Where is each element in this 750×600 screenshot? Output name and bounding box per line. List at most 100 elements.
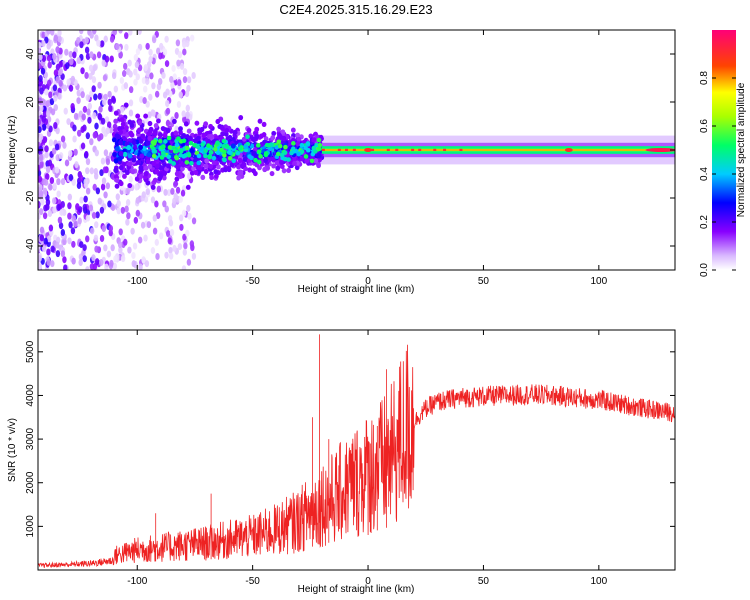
spectrogram-cell: [123, 82, 129, 90]
spectrogram-cell: [286, 167, 292, 174]
spectrogram-cell: [117, 241, 123, 249]
spectrogram-cell: [84, 71, 89, 79]
spectrogram-cell: [184, 145, 190, 151]
spectrogram-cell: [165, 230, 171, 238]
spectrogram-cell: [85, 94, 91, 102]
spectrogram-cell: [143, 64, 149, 72]
spectrogram-cell: [80, 67, 85, 75]
spectrogram-cell: [85, 266, 90, 270]
spectrogram-cell: [147, 135, 153, 141]
spectrogram-cell: [39, 87, 44, 95]
spectrogram-cell: [245, 134, 250, 140]
spectrogram-cell: [316, 152, 322, 159]
spectrogram-cell: [181, 138, 187, 144]
x-tick-label: -100: [127, 276, 147, 287]
spectrogram-cell: [164, 35, 169, 43]
spectrogram-cell: [164, 251, 169, 259]
spectrogram-cell: [51, 197, 57, 205]
spectrogram-cell: [87, 102, 93, 110]
spectrogram-cell: [203, 148, 208, 154]
spectrogram-cell: [131, 260, 136, 268]
spectrogram-cell: [92, 64, 98, 72]
spectrogram-cell: [145, 100, 150, 108]
spectrogram-cell: [181, 265, 187, 270]
spectrogram-cell: [49, 176, 55, 184]
spectrogram-cell: [158, 232, 164, 240]
spectrogram-cell: [120, 255, 126, 263]
spectrogram-cell: [46, 235, 52, 243]
spectrogram-cell: [183, 242, 188, 250]
y-tick-label: 1000: [25, 515, 36, 538]
spectrogram-cell: [94, 149, 99, 157]
spectrogram-cell: [43, 204, 48, 212]
spectrogram-cell: [191, 71, 196, 79]
spectrogram-cell: [208, 163, 214, 170]
spectrogram-cell: [172, 73, 177, 81]
spectrogram-cell: [226, 166, 232, 173]
spectrogram-cell: [158, 173, 164, 179]
spectrogram-cell: [182, 68, 188, 76]
spectrogram-cell: [135, 209, 141, 217]
spectrogram-cell: [128, 30, 133, 36]
spectrogram-cell: [122, 70, 127, 78]
spectrogram-cell: [313, 131, 318, 137]
spectrogram-cell: [148, 93, 153, 101]
spectrogram-cell: [165, 119, 171, 127]
spectrogram-cell: [43, 178, 49, 186]
spectrogram-cell: [163, 139, 168, 144]
spectrogram-cell: [162, 132, 168, 139]
spectrogram-cell: [66, 118, 71, 126]
spectrogram-cell: [88, 204, 94, 212]
spectrogram-cell: [170, 81, 175, 89]
spectrogram-cell: [151, 160, 157, 167]
spectrogram-cell: [100, 157, 106, 165]
spectrogram-cell: [120, 121, 126, 127]
spectrogram-cell: [189, 240, 195, 248]
spectrogram-cell: [67, 202, 72, 210]
spectrogram-cell: [92, 131, 98, 139]
spectrogram-cell: [72, 51, 77, 59]
spectrogram-cell: [118, 150, 124, 157]
spectrogram-cell: [279, 152, 285, 158]
spectrogram-cell: [237, 157, 243, 164]
spectrogram-cell: [182, 248, 187, 256]
spectrogram-cell: [43, 237, 48, 245]
spectrogram-cell: [186, 172, 192, 180]
spectrogram-cell: [148, 55, 153, 63]
spectrogram-cell: [203, 163, 209, 169]
spectrogram-cell: [56, 203, 61, 211]
spectrogram-cell: [74, 161, 79, 169]
spectrogram-cell: [195, 135, 201, 141]
spectrogram-cell: [72, 124, 77, 132]
spectrogram-cell: [68, 221, 73, 229]
spectrogram-cell: [99, 234, 105, 242]
spectrogram-cell: [46, 54, 52, 62]
spectrogram-cell: [255, 143, 261, 148]
spectrogram-cell: [145, 188, 151, 196]
spectrogram-cell: [151, 36, 157, 44]
spectrogram-cell: [168, 246, 173, 254]
spectrogram-cell: [137, 236, 143, 244]
spectrogram-cell: [232, 129, 238, 135]
spectrogram-cell: [38, 208, 44, 216]
spectrogram-cell: [128, 99, 134, 107]
spectrogram-cell: [127, 246, 132, 254]
spectrogram-cell: [41, 40, 46, 48]
carrier-dash: [386, 148, 390, 151]
spectrogram-cell: [203, 168, 209, 174]
spectrogram-cell: [68, 50, 73, 58]
spectrogram-cell: [178, 126, 183, 132]
spectrogram-cell: [183, 121, 189, 127]
spectrogram-cell: [157, 138, 163, 144]
spectrogram-cell: [104, 116, 110, 124]
spectrogram-cell: [89, 167, 95, 175]
spectrogram-cell: [124, 205, 129, 213]
spectrogram-cell: [264, 142, 270, 148]
spectrogram-cell: [71, 257, 76, 265]
spectrogram-cell: [184, 90, 190, 98]
spectrogram-cell: [80, 91, 85, 99]
spectrogram-cell: [254, 126, 260, 132]
spectrogram-cell: [93, 234, 99, 242]
spectrogram-cell: [111, 137, 117, 143]
